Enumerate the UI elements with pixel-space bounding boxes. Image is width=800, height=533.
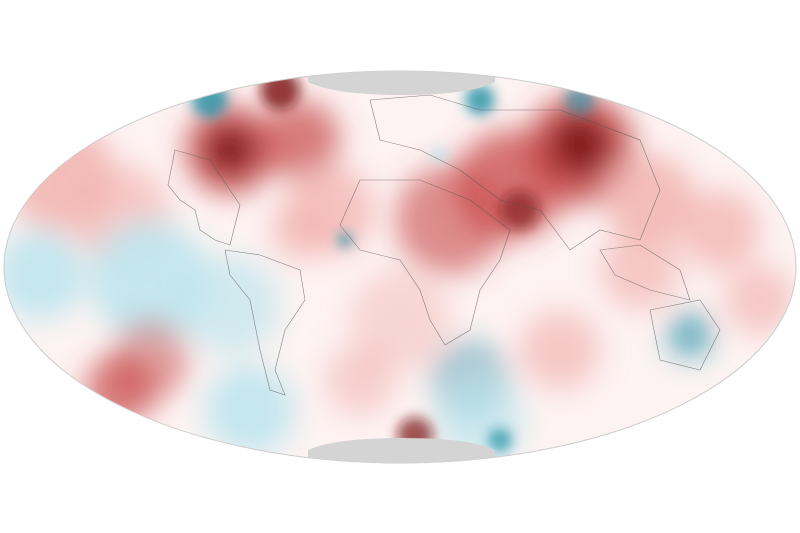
warm-anomaly-region (270, 200, 330, 260)
warm-anomaly-region (725, 265, 795, 335)
warm-anomaly-region (260, 100, 340, 180)
country-borders (167, 94, 721, 396)
warm-anomaly-region (85, 355, 155, 425)
warm-anomaly-region (350, 270, 450, 370)
warm-anomaly-region (500, 190, 540, 230)
cool-anomaly-region (192, 82, 228, 118)
warm-anomaly-region (520, 310, 600, 390)
warm-anomaly-region (260, 71, 300, 110)
warm-anomaly-region (325, 345, 395, 415)
warm-anomaly-region (205, 125, 255, 175)
south-pole-no-data (308, 438, 495, 463)
cool-anomaly-region (338, 233, 352, 247)
cool-anomaly-region (488, 428, 512, 452)
north-pole-no-data (308, 71, 495, 95)
cool-anomaly-region (205, 365, 295, 455)
anomaly-field (4, 95, 795, 463)
cool-anomaly-region (668, 313, 712, 357)
warm-anomaly-region (605, 155, 695, 245)
cool-anomaly-region (4, 230, 85, 320)
warm-anomaly-region (600, 230, 680, 310)
cool-anomaly-region (90, 220, 210, 340)
warm-anomaly-region (550, 115, 610, 175)
warm-anomaly-region (680, 190, 760, 270)
cool-anomaly-region (180, 255, 280, 355)
cool-anomaly-region (432, 147, 448, 163)
